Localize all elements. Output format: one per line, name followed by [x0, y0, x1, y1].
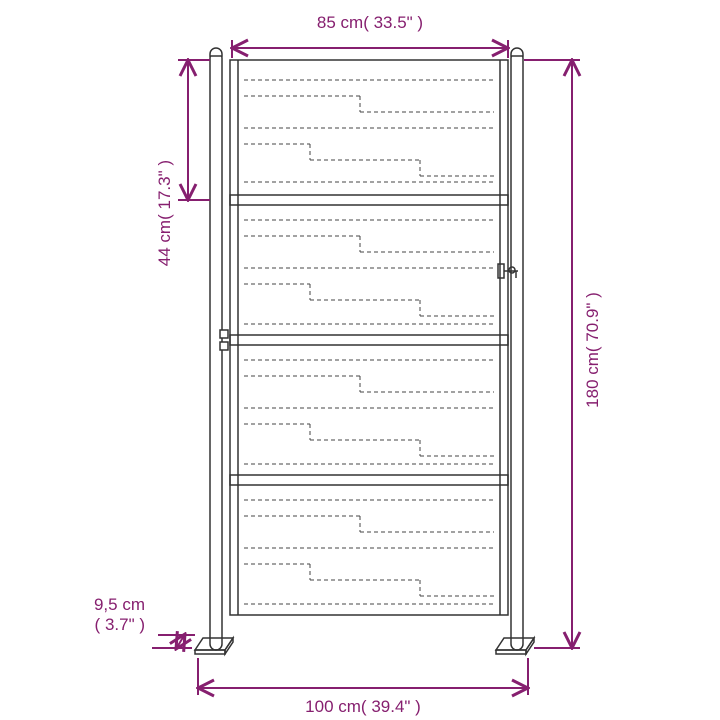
dim-depth-cm: 9,5 cm [94, 595, 145, 614]
left-post [195, 48, 233, 654]
panel-pattern [244, 80, 494, 604]
hinges [220, 330, 228, 350]
dimension-labels: 85 cm( 33.5" ) 44 cm( 17.3" ) 180 cm( 70… [94, 13, 602, 716]
dim-full-height: 180 cm( 70.9" ) [583, 292, 602, 408]
dim-top-width: 85 cm( 33.5" ) [317, 13, 423, 32]
right-post [496, 48, 534, 654]
dim-depth-in: ( 3.7" ) [95, 615, 145, 634]
dim-full-width: 100 cm( 39.4" ) [305, 697, 421, 716]
dim-small-height: 44 cm( 17.3" ) [155, 160, 174, 266]
dimension-lines [152, 40, 580, 695]
dimension-diagram: 85 cm( 33.5" ) 44 cm( 17.3" ) 180 cm( 70… [0, 0, 720, 720]
